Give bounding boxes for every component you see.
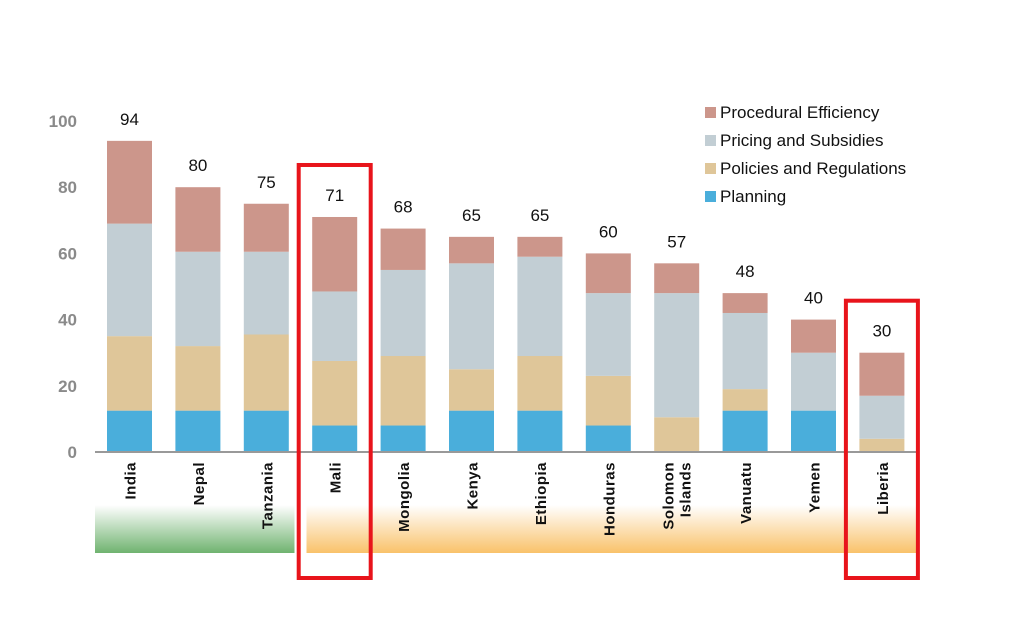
bar-segment-pricing-and-subsidies	[585, 293, 631, 376]
bar-segment-procedural-efficiency	[722, 293, 768, 313]
category-label: Tanzania	[259, 462, 276, 529]
bar-segment-pricing-and-subsidies	[312, 291, 358, 361]
legend-label: Policies and Regulations	[720, 159, 906, 178]
bar-segment-planning	[585, 425, 631, 452]
bar-total-label: 40	[804, 289, 823, 308]
category-label: Mali	[328, 462, 345, 493]
bar-segment-policies-and-regulations	[380, 356, 426, 426]
legend-swatch	[705, 107, 716, 118]
x-axis-labels: India Nepal Tanzania Mali Mongolia Kenya Ethio…	[123, 462, 892, 536]
bar-total-label: 94	[120, 110, 139, 129]
bar-segment-planning	[722, 410, 768, 452]
bar-total-label: 60	[599, 222, 618, 241]
band-segment	[95, 505, 295, 553]
bar-segment-procedural-efficiency	[585, 253, 631, 294]
highlight-box	[843, 298, 920, 580]
bar-total-label: 80	[188, 156, 207, 175]
bar-segment-policies-and-regulations	[859, 438, 905, 452]
category-label: Honduras	[601, 462, 618, 536]
y-tick-label: 0	[68, 443, 77, 462]
category-label: SolomonIslands	[661, 462, 695, 530]
bar-total-label: 65	[530, 206, 549, 225]
bar-segment-procedural-efficiency	[791, 319, 836, 353]
bar-segment-pricing-and-subsidies	[791, 352, 836, 411]
bar-segment-pricing-and-subsidies	[107, 223, 152, 337]
bars: 94 80 75 71 68 65 65 60 57 48 40 30	[107, 110, 905, 452]
bar-segment-policies-and-regulations	[517, 356, 563, 411]
category-label: Kenya	[465, 462, 482, 510]
bar-segment-policies-and-regulations	[654, 417, 700, 452]
bar-segment-planning	[791, 410, 836, 452]
bar-segment-pricing-and-subsidies	[175, 251, 221, 347]
band-segment	[306, 505, 918, 553]
bar-segment-procedural-efficiency	[517, 236, 563, 257]
bar-segment-procedural-efficiency	[380, 228, 426, 270]
legend: Procedural Efficiency Pricing and Subsidi…	[705, 103, 906, 206]
bar-total-label: 75	[257, 173, 276, 192]
y-tick-label: 80	[58, 178, 77, 197]
legend-swatch	[705, 163, 716, 174]
y-axis: 0 20 40 60 80 100	[49, 112, 77, 462]
bar-total-label: 65	[462, 206, 481, 225]
bar-segment-policies-and-regulations	[312, 360, 358, 426]
category-label: Ethiopia	[533, 462, 550, 525]
bar-segment-pricing-and-subsidies	[243, 251, 289, 335]
y-tick-label: 100	[49, 112, 77, 131]
category-label: Liberia	[875, 462, 892, 515]
bar-segment-procedural-efficiency	[243, 203, 289, 252]
bar-segment-pricing-and-subsidies	[654, 293, 700, 418]
bar-segment-pricing-and-subsidies	[517, 256, 563, 357]
bar-segment-procedural-efficiency	[859, 352, 905, 396]
legend-label: Pricing and Subsidies	[720, 131, 883, 150]
bar-total-label: 68	[394, 198, 413, 217]
bar-segment-planning	[312, 425, 358, 452]
bar-segment-pricing-and-subsidies	[380, 269, 426, 357]
bar-segment-policies-and-regulations	[175, 346, 221, 411]
bar-segment-policies-and-regulations	[243, 334, 289, 411]
y-tick-label: 20	[58, 377, 77, 396]
category-label: India	[123, 462, 140, 500]
bar-segment-procedural-efficiency	[312, 216, 358, 292]
highlight-boxes	[296, 162, 920, 581]
category-label: Nepal	[191, 462, 208, 505]
category-label: Yemen	[807, 462, 824, 513]
y-tick-label: 60	[58, 244, 77, 263]
bar-segment-policies-and-regulations	[449, 369, 494, 411]
bar-segment-pricing-and-subsidies	[449, 263, 494, 370]
bar-segment-planning	[107, 410, 152, 452]
category-label: Mongolia	[396, 462, 413, 532]
bar-segment-pricing-and-subsidies	[859, 395, 905, 439]
y-tick-label: 40	[58, 311, 77, 330]
bar-segment-pricing-and-subsidies	[722, 312, 768, 390]
bar-segment-procedural-efficiency	[107, 140, 152, 224]
bar-segment-procedural-efficiency	[175, 187, 221, 252]
bar-segment-planning	[449, 410, 494, 452]
bar-segment-planning	[380, 425, 426, 452]
legend-label: Planning	[720, 187, 786, 206]
bar-total-label: 48	[736, 262, 755, 281]
legend-label: Procedural Efficiency	[720, 103, 880, 122]
bar-segment-planning	[243, 410, 289, 452]
bar-segment-policies-and-regulations	[107, 336, 152, 411]
category-band	[95, 505, 918, 553]
bar-segment-policies-and-regulations	[722, 389, 768, 411]
legend-swatch	[705, 191, 716, 202]
bar-segment-planning	[175, 410, 221, 452]
bar-total-label: 57	[667, 232, 686, 251]
bar-segment-policies-and-regulations	[585, 375, 631, 426]
legend-swatch	[705, 135, 716, 146]
bar-total-label: 71	[325, 186, 344, 205]
bar-segment-procedural-efficiency	[654, 263, 700, 294]
category-label: Vanuatu	[738, 462, 755, 524]
highlight-box	[296, 162, 373, 581]
bar-segment-planning	[517, 410, 563, 452]
bar-total-label: 30	[872, 322, 891, 341]
bar-segment-procedural-efficiency	[449, 236, 494, 264]
